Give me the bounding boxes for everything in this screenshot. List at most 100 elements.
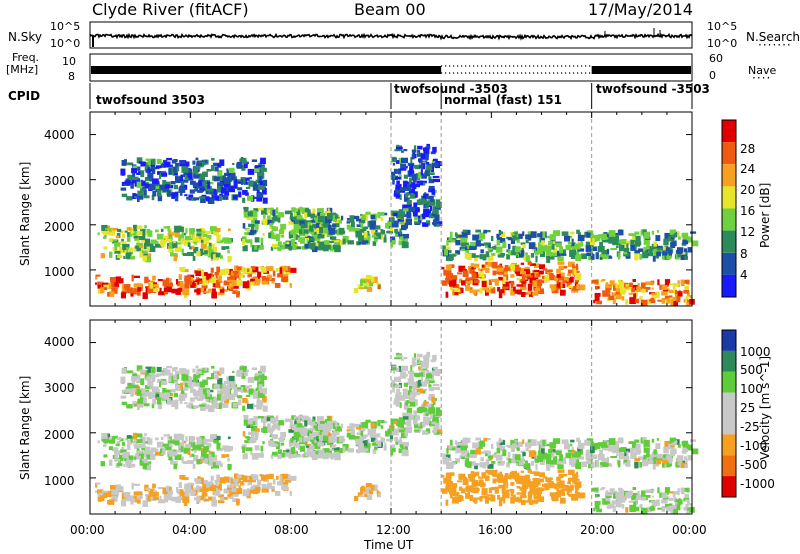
echo-cell <box>260 474 267 481</box>
echo-cell <box>689 503 693 507</box>
echo-cell <box>543 268 548 271</box>
echo-cell <box>276 415 279 422</box>
echo-cell <box>412 184 417 190</box>
echo-cell <box>148 461 152 464</box>
echo-cell <box>519 441 523 447</box>
echo-cell <box>581 461 587 468</box>
echo-cell <box>418 158 423 164</box>
echo-cell <box>318 449 325 457</box>
echo-cell <box>405 400 409 408</box>
echo-cell <box>517 459 524 466</box>
echo-cell <box>104 442 107 447</box>
echo-cell <box>237 387 244 392</box>
echo-cell <box>256 400 264 407</box>
echo-cell <box>510 482 515 486</box>
echo-cell <box>552 248 557 253</box>
echo-cell <box>491 287 495 294</box>
echo-cell <box>180 238 184 245</box>
echo-cell <box>479 287 483 294</box>
echo-cell <box>204 231 212 234</box>
echo-cell <box>365 483 372 488</box>
echo-cell <box>369 225 376 230</box>
velocity-colorbar-cell <box>722 371 736 393</box>
echo-cell <box>223 268 230 275</box>
echo-cell <box>480 287 488 291</box>
echo-cell <box>606 248 610 255</box>
echo-cell <box>183 447 191 454</box>
echo-cell <box>126 196 133 201</box>
echo-cell <box>296 215 303 220</box>
echo-cell <box>556 481 561 486</box>
echo-cell <box>612 447 619 454</box>
echo-cell <box>416 152 419 155</box>
echo-cell <box>655 443 661 449</box>
echo-cell <box>273 216 277 220</box>
echo-cell <box>634 458 641 462</box>
echo-cell <box>171 288 179 294</box>
echo-cell <box>422 430 429 435</box>
echo-cell <box>187 381 193 386</box>
echo-cell <box>447 270 452 276</box>
echo-cell <box>680 487 685 494</box>
echo-cell <box>500 497 505 502</box>
echo-cell <box>142 292 148 299</box>
echo-cell <box>305 428 312 431</box>
echo-cell <box>572 264 575 269</box>
echo-cell <box>415 173 421 180</box>
echo-cell <box>423 416 430 424</box>
echo-cell <box>114 282 118 287</box>
echo-cell <box>672 234 677 238</box>
echo-cell <box>362 232 368 239</box>
power-colorbar-cell <box>722 142 736 165</box>
echo-cell <box>203 245 211 253</box>
echo-cell <box>600 443 607 448</box>
echo-cell <box>370 227 376 234</box>
echo-cell <box>403 180 408 188</box>
echo-cell <box>171 451 178 456</box>
echo-cell <box>119 438 124 442</box>
velocity-cb-tick-m25: -25 <box>740 420 760 434</box>
echo-cell <box>363 237 367 242</box>
echo-cell <box>227 171 234 178</box>
echo-cell <box>491 495 495 502</box>
echo-cell <box>398 449 404 453</box>
echo-cell <box>567 282 572 285</box>
echo-cell <box>187 488 193 493</box>
echo-cell <box>393 376 398 382</box>
echo-cell <box>426 143 430 149</box>
echo-cell <box>261 415 268 423</box>
echo-cell <box>332 239 340 243</box>
echo-cell <box>424 192 427 195</box>
echo-cell <box>215 480 218 487</box>
echo-cell <box>411 357 417 361</box>
echo-cell <box>354 287 359 293</box>
echo-cell <box>183 496 190 504</box>
echo-cell <box>176 279 179 285</box>
echo-cell <box>142 255 147 262</box>
echo-cell <box>562 280 567 284</box>
echo-cell <box>657 507 664 510</box>
echo-cell <box>159 392 166 399</box>
echo-cell <box>244 161 249 165</box>
echo-cell <box>290 267 297 273</box>
velocity-cb-tick-1000: 1000 <box>740 345 771 359</box>
echo-cell <box>236 483 240 487</box>
echo-cell <box>522 231 525 237</box>
echo-cell <box>418 198 425 205</box>
echo-cell <box>396 180 400 185</box>
echo-cell <box>136 157 143 164</box>
echo-cell <box>395 231 403 237</box>
echo-cell <box>267 482 272 488</box>
echo-cell <box>396 212 403 218</box>
xtick-2: 08:00 <box>274 523 309 537</box>
echo-cell <box>194 396 199 400</box>
echo-cell <box>120 168 126 176</box>
echo-cell <box>114 490 118 495</box>
echo-cell <box>333 216 340 222</box>
echo-cell <box>524 485 528 488</box>
echo-cell <box>409 193 416 198</box>
echo-cell <box>314 231 317 235</box>
echo-cell <box>619 489 625 497</box>
echo-cell <box>542 483 545 488</box>
echo-cell <box>472 463 480 466</box>
